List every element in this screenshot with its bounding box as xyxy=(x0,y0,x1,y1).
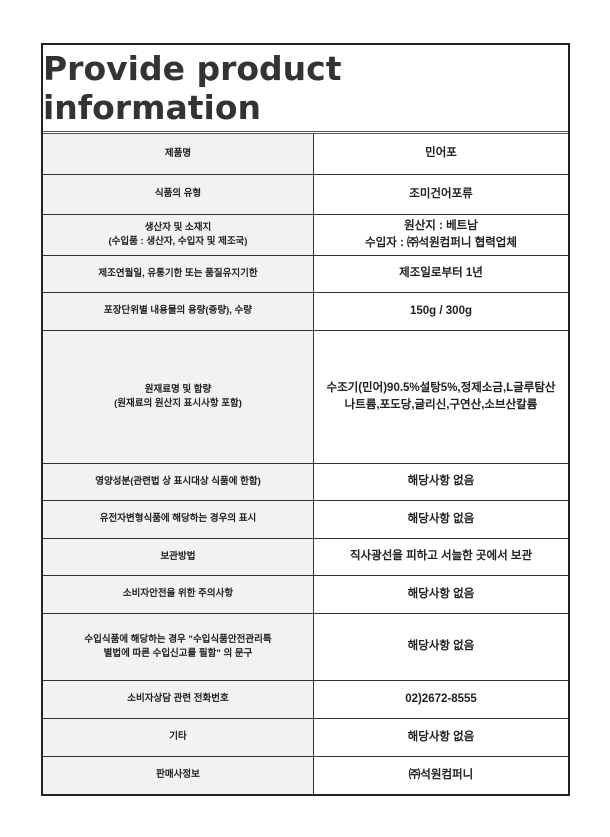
row-value: 직사광선을 피하고 서늘한 곳에서 보관 xyxy=(313,537,568,576)
row-label: 보관방법 xyxy=(43,537,314,576)
row-value: ㈜석원컴퍼니 xyxy=(313,755,568,794)
table-row: 수입식품에 해당하는 경우 "수입식품안전관리특 별법에 따른 수입신고를 필함… xyxy=(43,612,568,681)
row-label: 소비자안전을 위한 주의사항 xyxy=(43,574,314,614)
row-value: 제조일로부터 1년 xyxy=(313,254,568,293)
table-row: 기타 해당사항 없음 xyxy=(43,717,568,757)
table-row: 유전자변형식품에 해당하는 경우의 표시 해당사항 없음 xyxy=(43,499,568,539)
table-row: 판매사정보 ㈜석원컴퍼니 xyxy=(43,755,568,794)
table-row: 소비자안전을 위한 주의사항 해당사항 없음 xyxy=(43,574,568,614)
row-value: 150g / 300g xyxy=(313,291,568,331)
table-row: 식품의 유형 조미건어포류 xyxy=(43,173,568,215)
table-row: 보관방법 직사광선을 피하고 서늘한 곳에서 보관 xyxy=(43,537,568,576)
table-row: 영양성분(관련법 상 표시대상 식품에 한함) 해당사항 없음 xyxy=(43,462,568,501)
row-label: 유전자변형식품에 해당하는 경우의 표시 xyxy=(43,499,314,539)
row-value: 해당사항 없음 xyxy=(313,574,568,614)
row-value: 수조기(민어)90.5%설탕5%,정제소금,L글루탐산나트륨,포도당,글리신,구… xyxy=(313,329,568,464)
table-row: 원재료명 및 함량 (원재료의 원산지 표시사항 포함) 수조기(민어)90.5%… xyxy=(43,329,568,464)
row-label: 소비자상담 관련 전화번호 xyxy=(43,679,314,719)
row-value: 해당사항 없음 xyxy=(313,499,568,539)
product-info-sheet: Provide product information 제품명 민어포 식품의 유형… xyxy=(41,43,570,796)
row-label: 제품명 xyxy=(43,134,314,175)
table-row: 생산자 및 소재지 (수입품 : 생산자, 수입자 및 제조국) 원산지 : 베트… xyxy=(43,213,568,256)
row-label: 제조연월일, 유통기한 또는 품질유지기한 xyxy=(43,254,314,293)
row-label: 영양성분(관련법 상 표시대상 식품에 한함) xyxy=(43,462,314,501)
row-label: 판매사정보 xyxy=(43,755,314,794)
row-label: 포장단위별 내용물의 용량(중량), 수량 xyxy=(43,291,314,331)
row-value: 민어포 xyxy=(313,134,568,175)
row-label: 기타 xyxy=(43,717,314,757)
row-value: 조미건어포류 xyxy=(313,173,568,215)
row-label: 수입식품에 해당하는 경우 "수입식품안전관리특 별법에 따른 수입신고를 필함… xyxy=(43,612,314,681)
row-label: 생산자 및 소재지 (수입품 : 생산자, 수입자 및 제조국) xyxy=(43,213,314,256)
table-row: 포장단위별 내용물의 용량(중량), 수량 150g / 300g xyxy=(43,291,568,331)
page-title: Provide product information xyxy=(43,45,568,134)
row-value: 02)2672-8555 xyxy=(313,679,568,719)
row-value: 해당사항 없음 xyxy=(313,717,568,757)
product-info-table: 제품명 민어포 식품의 유형 조미건어포류 생산자 및 소재지 (수입품 : 생산자, … xyxy=(43,134,568,794)
row-label: 식품의 유형 xyxy=(43,173,314,215)
table-row: 소비자상담 관련 전화번호 02)2672-8555 xyxy=(43,679,568,719)
row-value: 해당사항 없음 xyxy=(313,462,568,501)
table-row: 제조연월일, 유통기한 또는 품질유지기한 제조일로부터 1년 xyxy=(43,254,568,293)
table-row: 제품명 민어포 xyxy=(43,134,568,175)
row-value: 해당사항 없음 xyxy=(313,612,568,681)
row-label: 원재료명 및 함량 (원재료의 원산지 표시사항 포함) xyxy=(43,329,314,464)
row-value: 원산지 : 베트남 수입자 : ㈜석원컴퍼니 협력업체 xyxy=(313,213,568,256)
